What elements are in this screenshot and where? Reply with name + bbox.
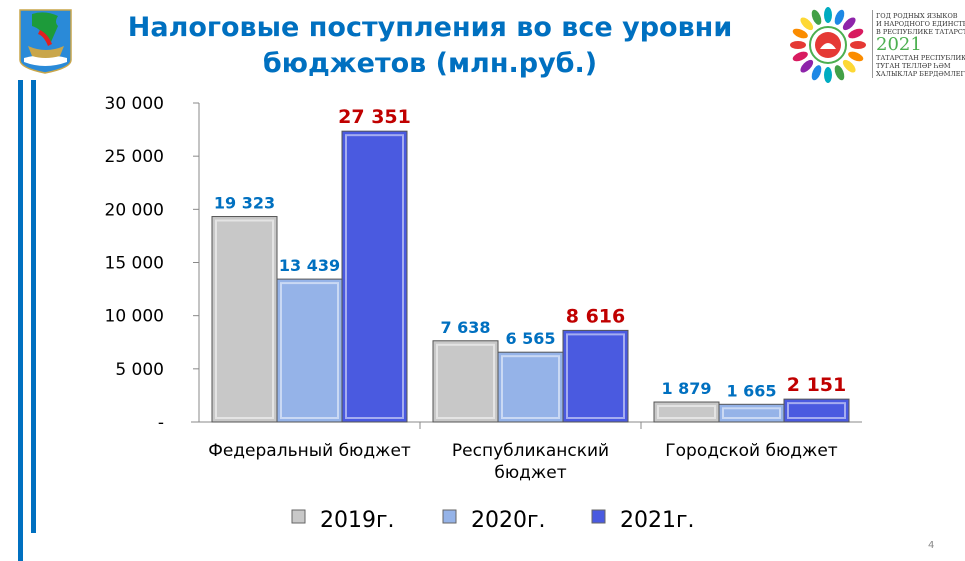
- decor-line: [31, 80, 36, 533]
- y-tick-label: 10 000: [105, 307, 164, 327]
- data-label: 13 439: [279, 256, 340, 275]
- bar-2020г.: [718, 403, 785, 423]
- bar-2019г.: [432, 340, 499, 423]
- legend-label: 2019г.: [320, 508, 395, 533]
- city-coat-of-arms-logo: [19, 9, 72, 74]
- data-label: 7 638: [440, 318, 490, 337]
- bar-2019г.: [653, 401, 720, 423]
- y-tick-label: -: [158, 413, 164, 433]
- logo-text: ГОД РОДНЫХ ЯЗЫКОВ И НАРОДНОГО ЕДИНСТВА В…: [876, 12, 965, 78]
- logo-separator: [872, 10, 873, 78]
- logo-petal: [800, 59, 814, 73]
- bar-bevel: [345, 134, 404, 419]
- legend-swatch: [291, 509, 306, 524]
- bar-2021г.: [562, 329, 629, 423]
- decor-line: [18, 80, 23, 561]
- bar-2020г.: [276, 278, 343, 423]
- data-label: 1 879: [661, 379, 711, 398]
- logo-petal: [811, 65, 822, 81]
- bar-bevel: [436, 343, 495, 419]
- legend-swatch: [591, 509, 606, 524]
- year-of-languages-logo: [790, 7, 866, 83]
- logo-petal: [850, 41, 866, 49]
- bar-bevel: [566, 333, 625, 420]
- logo-petal: [811, 9, 822, 25]
- bar-bevel: [722, 407, 781, 420]
- y-tick-label: 15 000: [105, 254, 164, 274]
- logo-petal: [848, 28, 864, 39]
- bar-2021г.: [783, 398, 850, 423]
- data-label: 27 351: [338, 106, 411, 128]
- page-number: 4: [928, 540, 935, 551]
- legend-swatch: [442, 509, 457, 524]
- logo-petal: [824, 67, 832, 83]
- logo-petal: [848, 51, 864, 62]
- logo-petal: [790, 41, 806, 49]
- logo-petal: [834, 9, 845, 25]
- page-title: Налоговые поступления во все уровни бюдж…: [110, 10, 750, 82]
- bar-2019г.: [211, 216, 278, 423]
- category-label: Городской бюджет: [665, 441, 838, 461]
- bar-bevel: [787, 402, 846, 419]
- bar-bevel: [657, 405, 716, 419]
- data-label: 2 151: [787, 374, 847, 396]
- logo-petal: [842, 59, 856, 73]
- y-tick-label: 5 000: [115, 360, 164, 380]
- data-label: 6 565: [505, 329, 555, 348]
- category-label: бюджет: [494, 463, 566, 483]
- title-line-1: Налоговые поступления во все уровни: [127, 12, 733, 43]
- logo-petal: [800, 17, 814, 31]
- title-line-2: бюджетов (млн.руб.): [262, 48, 598, 79]
- logo-petal: [792, 51, 808, 62]
- legend-label: 2021г.: [620, 508, 695, 533]
- category-label: Федеральный бюджет: [208, 441, 411, 461]
- bar-bevel: [501, 355, 560, 420]
- bar-bevel: [215, 219, 274, 419]
- logo-petal: [834, 65, 845, 81]
- bar-bevel: [280, 282, 339, 419]
- y-tick-label: 30 000: [105, 94, 164, 114]
- logo-petal: [824, 7, 832, 23]
- y-tick-label: 25 000: [105, 147, 164, 167]
- category-label: Республиканский: [452, 441, 609, 461]
- legend-label: 2020г.: [471, 508, 546, 533]
- logo-petal: [842, 17, 856, 31]
- y-tick-label: 20 000: [105, 200, 164, 220]
- data-label: 8 616: [566, 305, 626, 327]
- data-label: 1 665: [726, 381, 776, 400]
- logo-petal: [792, 28, 808, 39]
- bar-2020г.: [497, 351, 564, 423]
- bar-2021г.: [341, 130, 408, 423]
- data-label: 19 323: [214, 194, 275, 213]
